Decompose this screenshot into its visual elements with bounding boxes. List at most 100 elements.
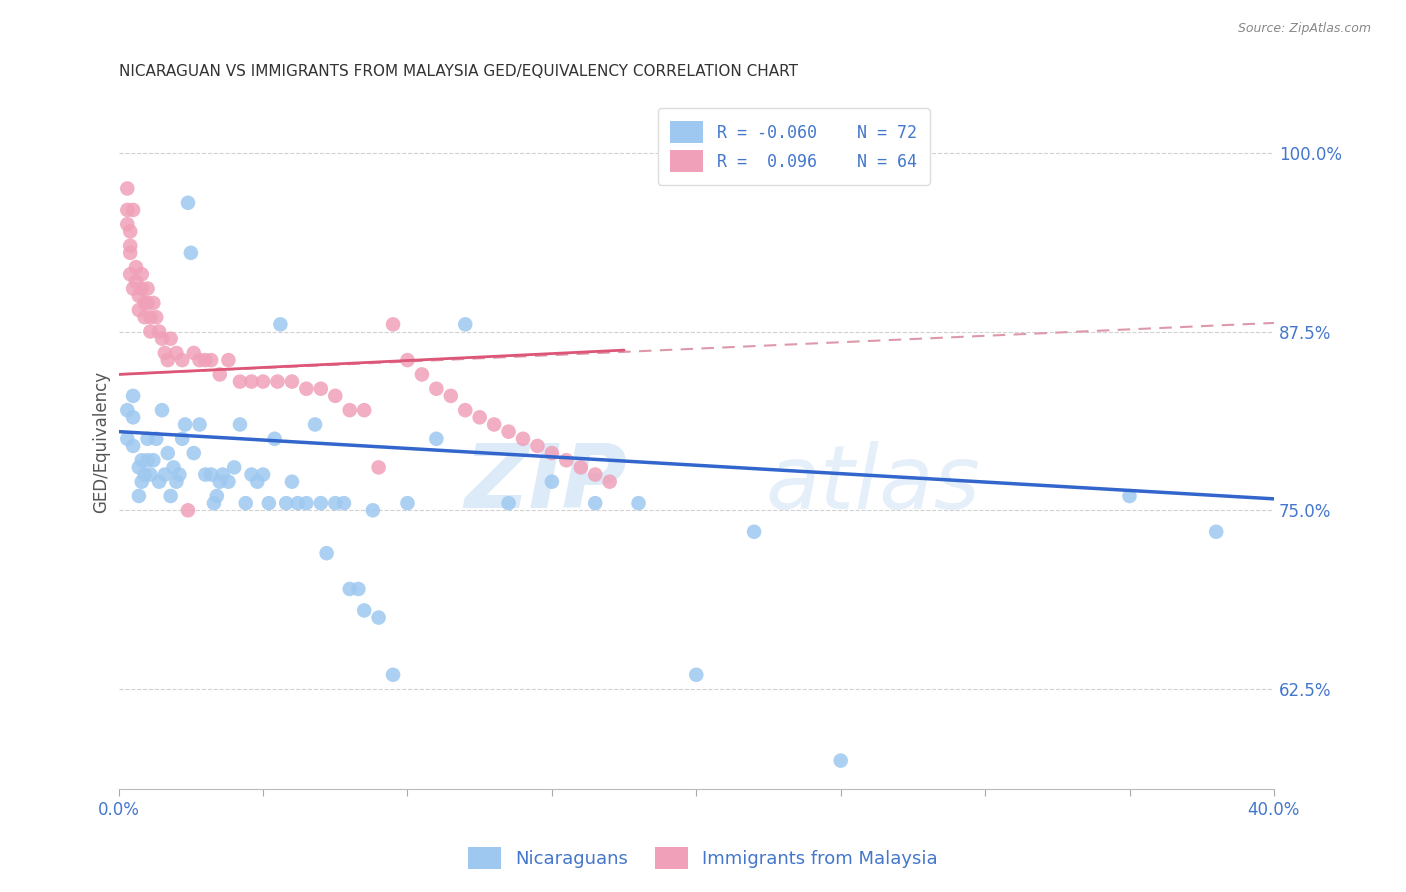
Point — [136, 432, 159, 446]
Point — [269, 318, 291, 332]
Point — [240, 375, 263, 389]
Point — [194, 353, 217, 368]
Point — [425, 432, 447, 446]
Point — [295, 496, 318, 510]
Point — [339, 582, 361, 596]
Point — [153, 346, 176, 360]
Point — [194, 467, 217, 482]
Point — [156, 353, 179, 368]
Point — [131, 453, 153, 467]
Point — [117, 217, 139, 231]
Point — [396, 353, 419, 368]
Point — [122, 410, 145, 425]
Point — [139, 467, 162, 482]
Point — [128, 289, 150, 303]
Point — [134, 467, 156, 482]
Point — [125, 275, 148, 289]
Point — [128, 460, 150, 475]
Point — [240, 467, 263, 482]
Point — [122, 439, 145, 453]
Point — [136, 282, 159, 296]
Point — [367, 610, 389, 624]
Point — [150, 403, 173, 417]
Point — [246, 475, 269, 489]
Point — [333, 496, 356, 510]
Point — [139, 310, 162, 325]
Point — [309, 382, 332, 396]
Point — [555, 453, 578, 467]
Point — [156, 446, 179, 460]
Point — [367, 460, 389, 475]
Legend: Nicaraguans, Immigrants from Malaysia: Nicaraguans, Immigrants from Malaysia — [460, 838, 946, 879]
Point — [142, 453, 165, 467]
Point — [142, 296, 165, 310]
Point — [211, 467, 233, 482]
Point — [304, 417, 326, 432]
Point — [136, 453, 159, 467]
Point — [382, 667, 405, 681]
Point — [287, 496, 309, 510]
Point — [315, 546, 337, 560]
Point — [117, 202, 139, 217]
Point — [177, 195, 200, 210]
Point — [541, 475, 564, 489]
Point — [1205, 524, 1227, 539]
Point — [309, 496, 332, 510]
Point — [145, 310, 167, 325]
Point — [323, 389, 346, 403]
Point — [165, 475, 187, 489]
Text: ZIP: ZIP — [464, 441, 627, 527]
Point — [122, 202, 145, 217]
Point — [281, 375, 304, 389]
Point — [120, 238, 142, 252]
Point — [169, 467, 191, 482]
Point — [830, 754, 852, 768]
Point — [172, 432, 194, 446]
Point — [120, 268, 142, 282]
Point — [281, 475, 304, 489]
Point — [183, 346, 205, 360]
Point — [134, 310, 156, 325]
Point — [120, 245, 142, 260]
Point — [224, 460, 246, 475]
Point — [583, 496, 606, 510]
Point — [188, 353, 211, 368]
Point — [454, 318, 477, 332]
Point — [599, 475, 621, 489]
Point — [122, 389, 145, 403]
Point — [139, 325, 162, 339]
Point — [361, 503, 384, 517]
Point — [526, 439, 548, 453]
Point — [382, 318, 405, 332]
Point — [136, 296, 159, 310]
Text: Source: ZipAtlas.com: Source: ZipAtlas.com — [1237, 22, 1371, 36]
Point — [128, 303, 150, 318]
Point — [200, 467, 222, 482]
Point — [217, 353, 239, 368]
Point — [172, 353, 194, 368]
Point — [128, 489, 150, 503]
Point — [134, 296, 156, 310]
Point — [685, 667, 707, 681]
Point — [120, 224, 142, 238]
Point — [229, 375, 252, 389]
Point — [205, 489, 228, 503]
Point — [541, 446, 564, 460]
Point — [482, 417, 505, 432]
Point — [122, 282, 145, 296]
Point — [117, 181, 139, 195]
Point — [117, 432, 139, 446]
Point — [353, 603, 375, 617]
Point — [347, 582, 370, 596]
Point — [148, 475, 170, 489]
Point — [498, 425, 520, 439]
Point — [263, 432, 285, 446]
Point — [200, 353, 222, 368]
Point — [177, 503, 200, 517]
Point — [125, 260, 148, 274]
Point — [162, 460, 184, 475]
Point — [627, 496, 650, 510]
Y-axis label: GED/Equivalency: GED/Equivalency — [93, 371, 110, 514]
Point — [217, 475, 239, 489]
Point — [323, 496, 346, 510]
